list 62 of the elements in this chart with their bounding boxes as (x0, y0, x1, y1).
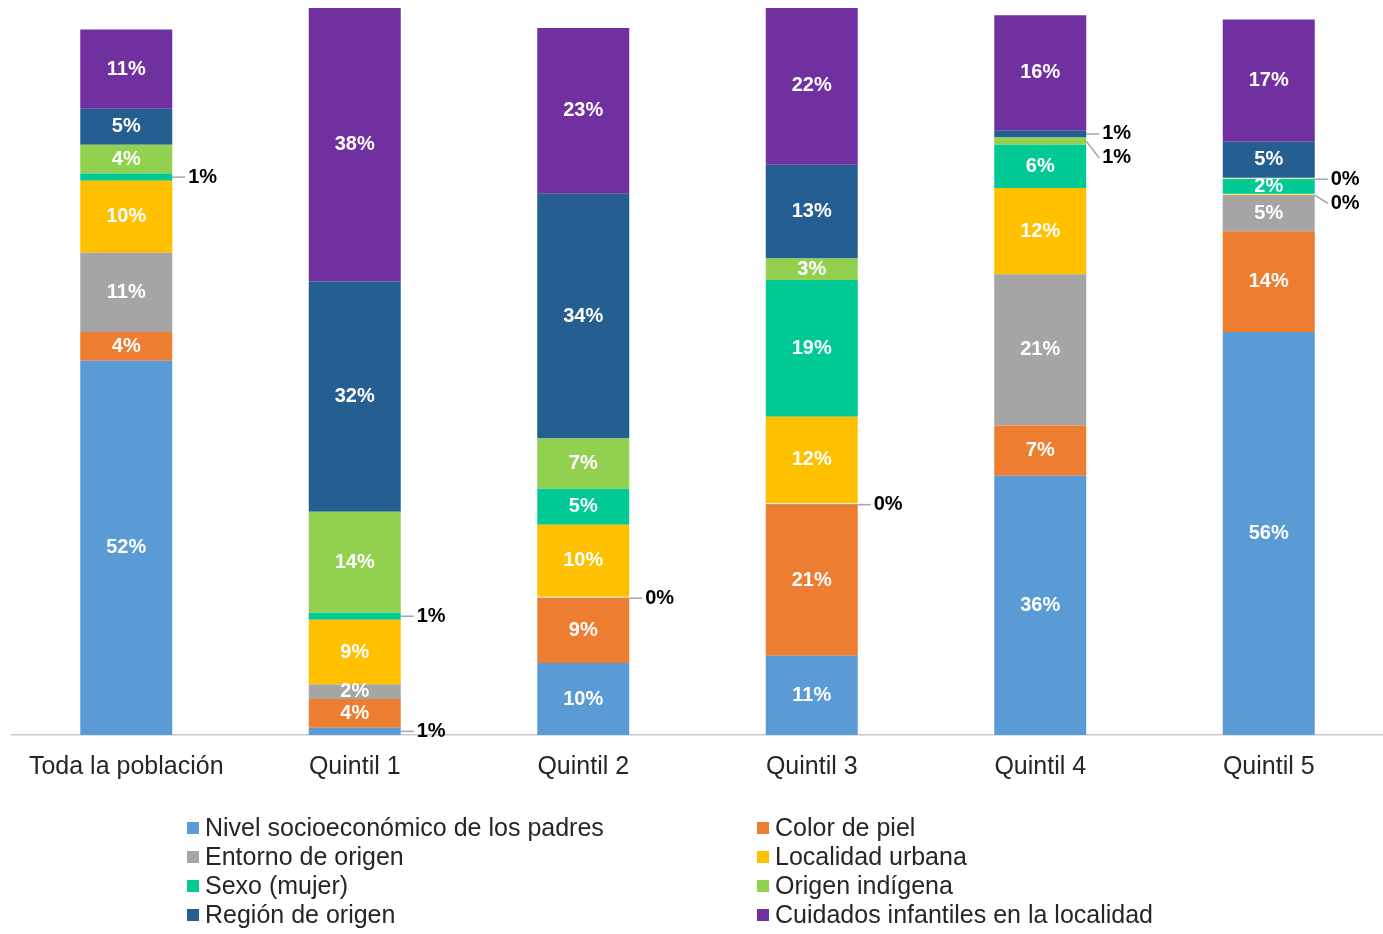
data-label: 22% (791, 73, 832, 96)
legend-label: Región de origen (205, 899, 396, 928)
data-label: 16% (1020, 60, 1061, 83)
legend-label: Sexo (mujer) (205, 870, 349, 899)
data-label: 0% (1330, 166, 1360, 189)
data-label: 4% (111, 146, 141, 169)
data-label: 11% (106, 279, 146, 302)
data-label: 5% (1254, 200, 1284, 223)
data-label: 23% (563, 98, 604, 121)
data-label: 7% (1025, 438, 1055, 461)
x-tick-label: Quintil 5 (1222, 750, 1315, 779)
data-label: 10% (563, 686, 604, 709)
data-label: 1% (416, 718, 446, 741)
data-label: 4% (111, 333, 141, 356)
data-label: 12% (1020, 218, 1061, 241)
data-label: 5% (1254, 147, 1284, 170)
data-label: 0% (645, 585, 675, 608)
x-tick-label: Toda la población (28, 750, 224, 779)
data-label: 21% (1020, 337, 1061, 360)
data-label: 52% (106, 535, 147, 558)
legend-label: Entorno de origen (205, 841, 404, 870)
data-label: 10% (106, 204, 147, 227)
data-label: 2% (1254, 173, 1284, 196)
data-label: 9% (340, 639, 370, 662)
legend-label: Localidad urbana (775, 841, 967, 870)
data-label: 14% (1248, 269, 1289, 292)
data-label: 32% (334, 384, 375, 407)
data-label: 14% (334, 549, 375, 572)
x-tick-label: Quintil 1 (308, 750, 401, 779)
data-label: 11% (792, 682, 832, 705)
data-label: 2% (340, 679, 370, 702)
data-label: 17% (1248, 68, 1289, 91)
data-label: 9% (568, 618, 598, 641)
data-label: 0% (1330, 190, 1360, 213)
legend-label: Cuidados infantiles en la localidad (775, 899, 1154, 928)
x-tick-label: Quintil 4 (994, 750, 1087, 779)
data-label: 56% (1248, 520, 1289, 543)
data-label: 1% (416, 603, 446, 626)
data-label: 5% (111, 114, 141, 137)
data-label: 1% (188, 164, 218, 187)
data-label: 4% (340, 700, 370, 723)
data-label: 3% (797, 256, 827, 279)
data-label: 0% (873, 492, 903, 515)
data-label: 1% (1102, 145, 1132, 168)
data-label: 5% (568, 494, 598, 517)
x-tick-label: Quintil 3 (765, 750, 858, 779)
legend-label: Color de piel (775, 812, 916, 841)
data-label: 34% (563, 303, 604, 326)
legend-label: Nivel socioeconómico de los padres (205, 812, 604, 841)
x-tick-label: Quintil 2 (537, 750, 630, 779)
legend-label: Origen indígena (775, 870, 953, 899)
data-label: 36% (1020, 592, 1061, 615)
data-label: 21% (791, 567, 832, 590)
data-label: 10% (563, 548, 604, 571)
data-label: 13% (791, 199, 832, 222)
data-label: 38% (334, 132, 375, 155)
data-label: 11% (106, 56, 146, 79)
data-label: 12% (791, 447, 832, 470)
data-label: 19% (791, 335, 832, 358)
data-label: 7% (568, 451, 598, 474)
data-label: 1% (1102, 121, 1132, 144)
data-label: 6% (1025, 153, 1055, 176)
